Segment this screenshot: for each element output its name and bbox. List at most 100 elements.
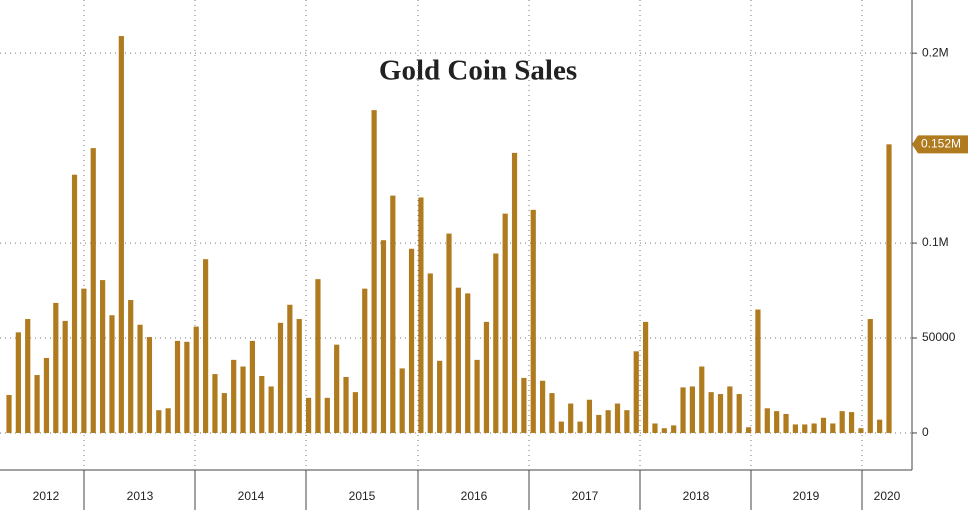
x-tick-label: 2019	[793, 489, 820, 503]
bar	[465, 293, 471, 433]
bar	[530, 209, 536, 433]
bar	[848, 412, 855, 433]
bar	[661, 428, 667, 433]
bar	[53, 302, 59, 433]
bar	[577, 421, 583, 433]
bar	[118, 36, 124, 433]
x-tick-label: 2015	[349, 489, 376, 503]
bar	[165, 408, 171, 433]
bar	[81, 288, 87, 433]
bar	[820, 417, 827, 433]
bar	[390, 195, 396, 433]
bar	[146, 337, 153, 433]
bar	[540, 380, 546, 433]
bar	[474, 359, 480, 433]
bar	[493, 253, 499, 433]
bar	[708, 392, 714, 433]
bar	[399, 368, 405, 433]
bar	[671, 425, 677, 433]
y-tick-label: 0	[922, 425, 929, 439]
bar	[755, 309, 761, 433]
bar	[62, 320, 68, 433]
x-tick-label: 2012	[33, 489, 60, 503]
bar	[380, 240, 387, 433]
y-tick-label: 50000	[922, 330, 956, 344]
bar	[128, 300, 134, 433]
bar	[521, 377, 527, 433]
bar	[642, 321, 649, 433]
bar	[886, 144, 892, 433]
bar	[156, 410, 162, 433]
bar	[174, 340, 181, 433]
bar	[259, 376, 265, 433]
bar	[727, 386, 733, 433]
x-tick-label: 2016	[461, 489, 488, 503]
bar	[764, 408, 770, 433]
bar	[783, 413, 789, 433]
bar	[90, 148, 96, 433]
bar	[109, 315, 115, 433]
bar	[249, 340, 256, 433]
bar	[43, 357, 50, 433]
bar	[839, 411, 845, 433]
bar	[811, 423, 817, 433]
bar	[343, 376, 349, 433]
bar	[596, 414, 602, 433]
bar	[605, 410, 611, 433]
bar	[324, 397, 330, 433]
bar	[296, 319, 302, 433]
bar	[25, 319, 31, 433]
bar	[371, 110, 377, 433]
bar	[15, 332, 21, 433]
bar	[446, 233, 452, 433]
bar	[549, 393, 555, 433]
bar	[240, 366, 246, 433]
bar	[212, 374, 218, 433]
chart-title: Gold Coin Sales	[379, 55, 577, 87]
bar	[334, 344, 340, 433]
bar	[100, 280, 106, 433]
bar	[287, 304, 293, 433]
bar	[586, 399, 593, 433]
last-value-tag	[912, 135, 968, 154]
bar	[568, 403, 574, 433]
bar	[877, 419, 883, 433]
bar	[717, 394, 724, 433]
bar	[558, 421, 564, 433]
bar	[745, 427, 752, 433]
bar	[137, 324, 143, 433]
bar	[6, 394, 12, 433]
bar	[624, 410, 630, 433]
bar	[71, 174, 78, 433]
bar	[437, 360, 443, 433]
bar	[221, 393, 227, 433]
bar	[315, 279, 321, 433]
bar	[736, 394, 742, 433]
y-tick-label: 0.1M	[922, 235, 949, 249]
bar	[830, 423, 836, 433]
last-value-label: 0.152M	[921, 136, 961, 150]
x-tick-label: 2017	[572, 489, 599, 503]
bar	[511, 152, 518, 433]
bar	[193, 326, 199, 433]
bar	[858, 428, 864, 433]
bar	[802, 424, 808, 433]
bar	[699, 366, 705, 433]
bar	[680, 387, 686, 433]
bar	[352, 392, 358, 433]
bar	[774, 411, 780, 433]
bar	[305, 397, 312, 433]
bar	[418, 197, 424, 433]
bar	[502, 213, 508, 433]
x-tick-label: 2013	[127, 489, 154, 503]
bar	[408, 248, 415, 433]
bar	[184, 341, 190, 433]
y-tick-label: 0.2M	[922, 45, 949, 59]
bar	[268, 386, 274, 433]
bar	[792, 424, 798, 433]
bar	[277, 322, 284, 433]
bar	[483, 321, 490, 433]
x-tick-label: 2014	[238, 489, 265, 503]
bar	[689, 386, 696, 433]
